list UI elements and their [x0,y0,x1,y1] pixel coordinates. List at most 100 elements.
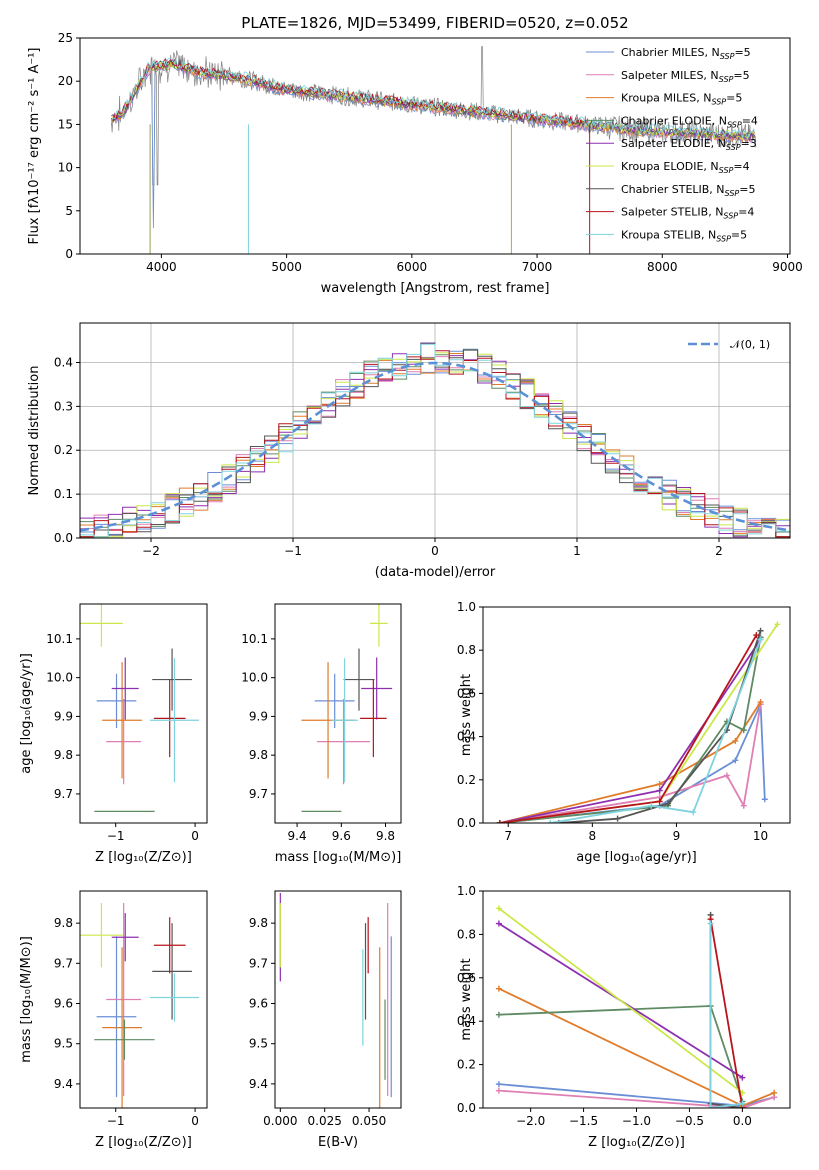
axes-frame [79,37,791,255]
y-tick-label: 0.2 [54,443,73,457]
legend-label-main: Kroupa MILES, N [621,92,711,105]
weight-marker [732,757,739,764]
weight-marker [656,787,663,794]
legend-label-main: Salpeter STELIB, N [621,206,723,219]
weight-marker [614,815,621,822]
legend-label: Chabrier ELODIE, NSSP=4 [621,114,758,129]
errorbar-group [80,604,200,812]
weight-series [550,639,762,823]
y-tick-label: 9.4 [249,1077,268,1091]
axes-frame [274,603,402,824]
weight-marker [690,809,697,816]
legend-label-tail: =5 [734,46,750,59]
legend-label: Kroupa ELODIE, NSSP=4 [621,160,750,175]
y-tick-label: 10.1 [241,632,268,646]
x-tick-label: 9.4 [288,829,307,843]
x-tick-label: 7000 [522,260,553,274]
weight-series [709,923,743,1108]
x-tick-label: 5000 [271,260,302,274]
legend-label-main: Salpeter MILES, N [621,69,719,82]
y-axis-label: Normed distribution [27,366,42,496]
legend-label-main: Chabrier MILES, N [621,46,720,59]
y-axis-label: age [log₁₀(age/yr)] [19,653,34,774]
x-tick-label: 9 [673,829,681,843]
y-tick-label: 1.0 [457,600,476,614]
errorbar-group [279,893,392,1108]
legend-label-tail: =5 [731,228,747,241]
y-tick-label: 9.9 [54,709,73,723]
y-tick-label: 0.4 [457,1014,476,1028]
y-axis-label: Flux [fλ10⁻¹⁷ erg cm⁻² s⁻¹ A⁻¹] [27,48,42,245]
y-tick-label: 9.6 [249,997,268,1011]
y-tick-label: 10.0 [241,671,268,685]
legend-label: Chabrier STELIB, NSSP=5 [621,183,755,198]
x-tick-label: 9.8 [376,829,395,843]
weight-marker [761,796,768,803]
legend-label-main: Chabrier ELODIE, N [621,114,727,127]
y-tick-label: 0.3 [54,399,73,413]
y-axis-label: mass weight [459,674,474,756]
legend-label-sub: SSP [711,98,726,107]
x-tick-label: 7 [504,829,512,843]
legend-label: Salpeter MILES, NSSP=5 [621,69,750,84]
legend-label-sub: SSP [725,189,740,198]
weight-marker [495,985,502,992]
x-tick-label: −2.0 [516,1114,545,1128]
y-tick-label: 0.8 [457,643,476,657]
x-tick-label: 0.0 [733,1114,752,1128]
x-tick-label: 0 [191,829,199,843]
plots-layer: 4000 5000 6000 7000 8000 90000510152025wavele… [19,31,803,1150]
weight-marker [707,1105,714,1108]
y-tick-label: 9.8 [249,748,268,762]
legend-label: Kroupa STELIB, NSSP=5 [621,228,747,243]
legend-label-main: Chabrier STELIB, N [621,183,725,196]
y-tick-label: 15 [58,117,73,131]
legend-label-sub: SSP [716,234,731,243]
y-tick-label: 1.0 [457,884,476,898]
y-tick-label: 0.6 [457,971,476,985]
weight-marker [495,1081,502,1088]
weight-marker [648,802,655,809]
y-tick-label: 9.5 [249,1037,268,1051]
weight-series [499,634,758,823]
weight-marker [495,1011,502,1018]
y-tick-label: 9.6 [54,997,73,1011]
errorbar-group [80,903,200,1108]
x-tick-label: 0.000 [263,1114,297,1128]
legend-label: Kroupa MILES, NSSP=5 [621,92,742,107]
y-tick-label: 5 [65,204,73,218]
legend-label-main: Kroupa STELIB, N [621,228,716,241]
x-axis-label: E(B-V) [318,1135,358,1150]
weight-marker [739,1074,746,1081]
histogram-series [80,343,790,538]
weight-marker [774,621,781,628]
x-tick-label: 0 [191,1114,199,1128]
y-tick-label: 0.2 [457,1058,476,1072]
x-tick-label: 9.6 [332,829,351,843]
legend-label-tail: =4 [733,160,749,173]
x-axis-label: (data-model)/error [375,565,496,580]
x-axis-label: Z [log₁₀(Z/Z⊙)] [95,1135,192,1150]
spectrum-lines [110,46,757,254]
y-tick-label: 10.1 [46,632,73,646]
x-tick-label: 10 [753,829,768,843]
weight-marker [757,627,764,634]
histogram-series [80,353,790,538]
weight-lines [495,905,778,1108]
histogram-lines [80,342,790,538]
y-tick-label: 9.7 [249,956,268,970]
x-axis-label: age [log₁₀(age/yr)] [576,850,697,865]
figure-title: PLATE=1826, MJD=53499, FIBERID=0520, z=0… [241,14,628,32]
y-tick-label: 0.8 [457,927,476,941]
legend-label-sub: SSP [719,166,734,175]
y-tick-label: 9.7 [54,787,73,801]
legend-label-main: Kroupa ELODIE, N [621,160,719,173]
weight-series [709,919,744,1108]
weight-marker [740,727,747,734]
weight-marker [495,920,502,927]
errorbar-group [301,604,393,812]
y-axis-label: mass weight [459,958,474,1040]
weight-marker [656,798,663,805]
y-tick-label: 9.7 [54,956,73,970]
y-tick-label: 0.0 [54,531,73,545]
